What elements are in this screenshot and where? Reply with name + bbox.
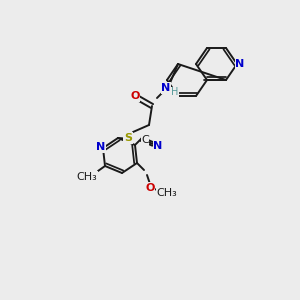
Text: C: C [141,135,149,145]
Text: S: S [124,133,132,143]
Text: CH₃: CH₃ [76,172,98,182]
Text: N: N [153,141,163,151]
Text: H: H [171,87,179,97]
Text: N: N [236,59,244,69]
Text: O: O [130,91,140,101]
Text: O: O [145,183,155,193]
Text: N: N [161,83,171,93]
Text: N: N [96,142,106,152]
Text: CH₃: CH₃ [157,188,177,198]
